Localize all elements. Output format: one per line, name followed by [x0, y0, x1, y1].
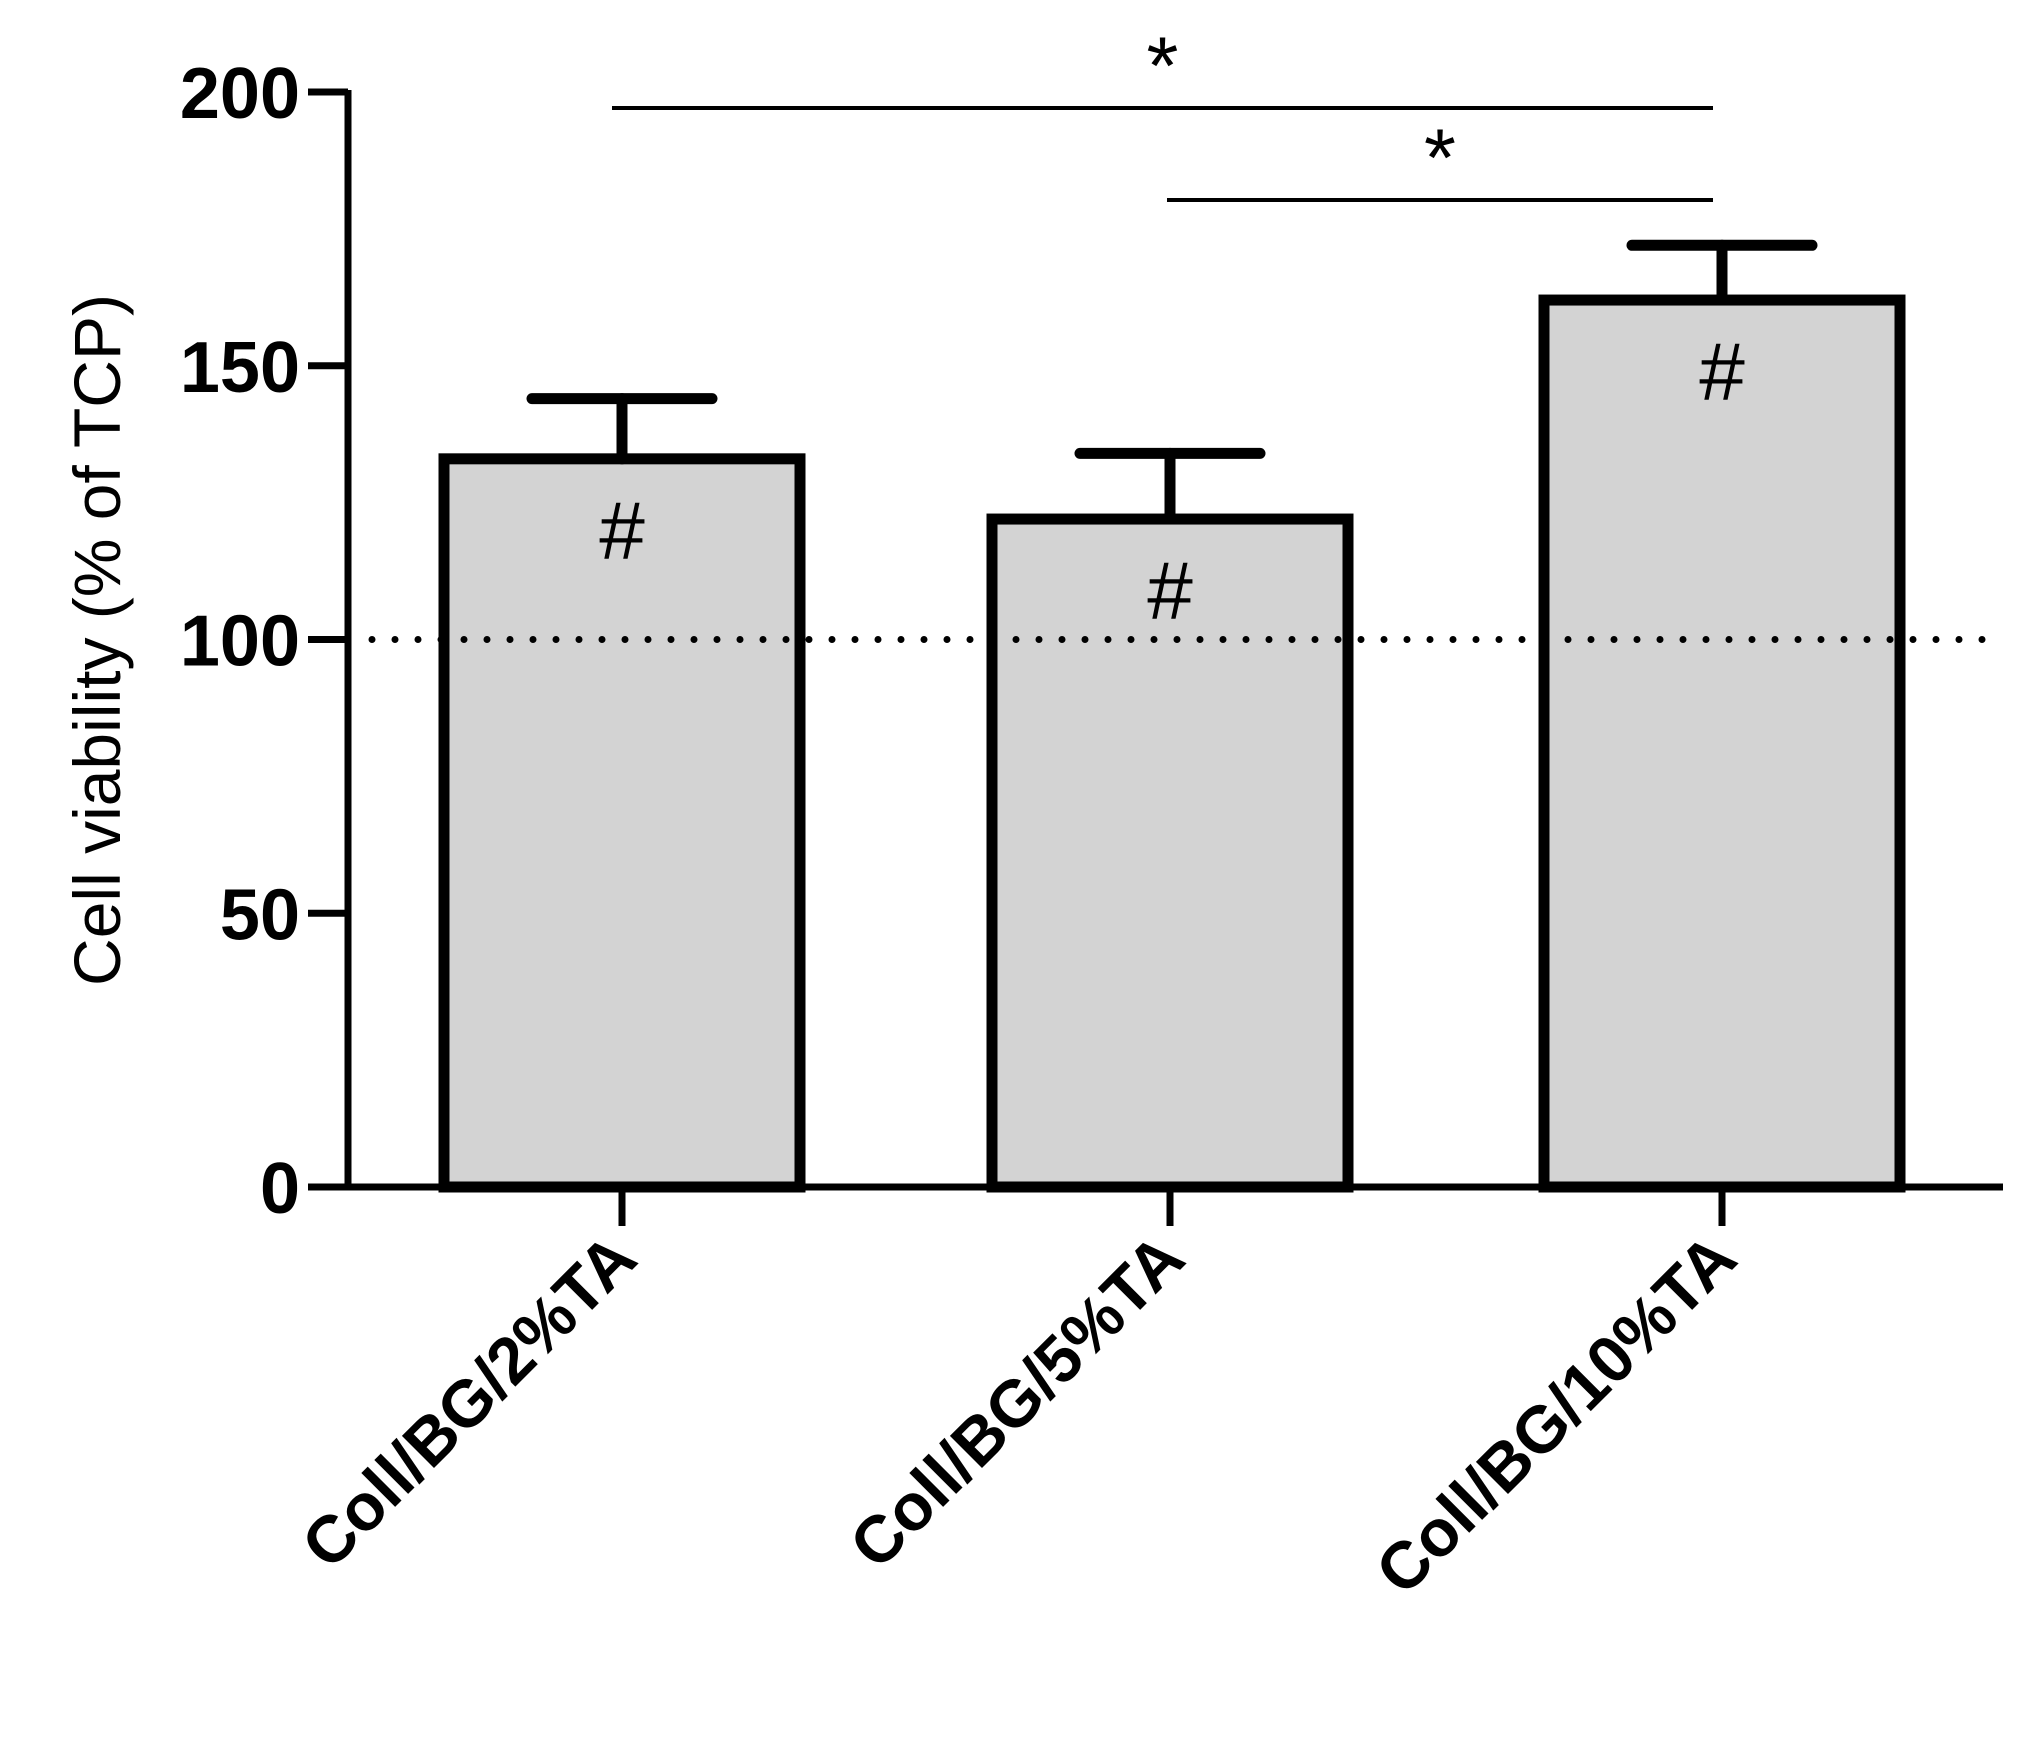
category-label: Coll/BG/10%TA — [1361, 1220, 1750, 1609]
bar-annotation: # — [599, 486, 645, 577]
y-tick-label: 100 — [180, 602, 300, 682]
y-tick-label: 150 — [180, 328, 300, 408]
bar-annotation: # — [1147, 546, 1193, 637]
bar — [986, 513, 1354, 1193]
category-label: Coll/BG/2%TA — [287, 1220, 650, 1583]
significance-label: * — [1147, 21, 1179, 112]
significance-label: * — [1424, 113, 1456, 204]
bar — [1538, 294, 1906, 1193]
y-tick-label: 0 — [260, 1149, 300, 1229]
category-label: Coll/BG/5%TA — [835, 1220, 1198, 1583]
y-tick-label: 50 — [220, 875, 300, 955]
y-tick-label: 200 — [180, 54, 300, 134]
bar — [438, 453, 806, 1193]
y-axis-title: Cell viability (% of TCP) — [60, 294, 134, 986]
bar-annotation: # — [1699, 327, 1745, 418]
